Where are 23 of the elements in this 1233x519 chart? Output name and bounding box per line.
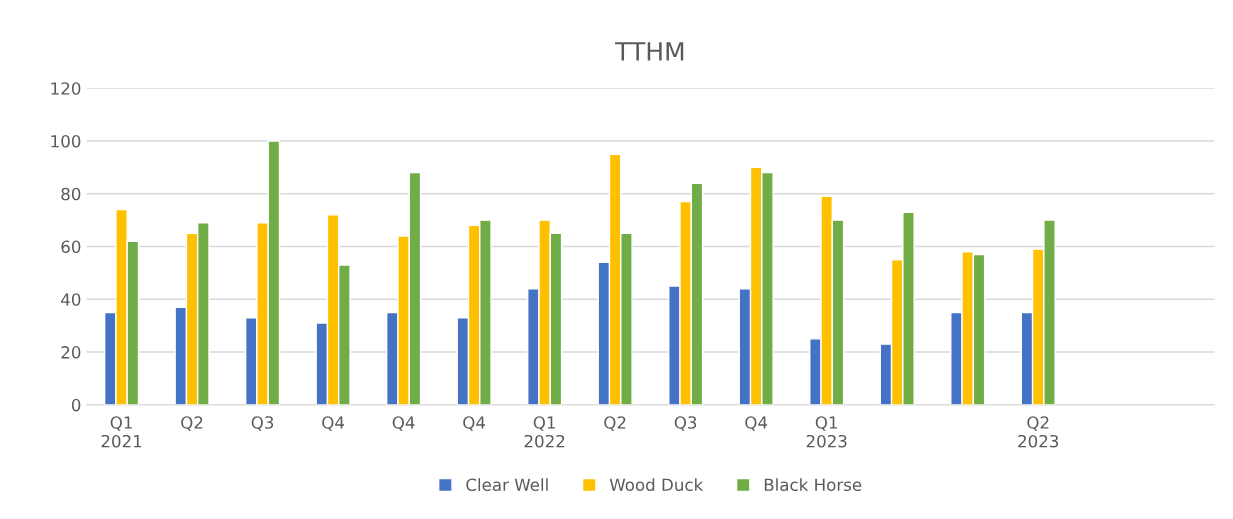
x-tick-label: Q1 2021 <box>101 416 142 448</box>
y-tick-label: 20 <box>61 346 81 359</box>
x-tick-label: Q1 2022 <box>524 416 565 448</box>
y-tick-label: 60 <box>61 240 81 254</box>
legend-label: Black Horse <box>764 478 862 492</box>
chart-title: TTHM <box>615 42 684 61</box>
x-tick-label: Q1 2023 <box>806 416 847 448</box>
x-tick-label: Q4 <box>322 416 345 431</box>
y-tick-label: 100 <box>51 134 81 148</box>
x-tick-label: Q2 2023 <box>1018 416 1059 448</box>
x-tick-label: Q3 <box>251 416 274 431</box>
x-tick-label: Q2 <box>604 416 626 431</box>
x-tick-label: Q3 <box>674 416 697 431</box>
x-tick-label: Q4 <box>463 416 486 431</box>
x-tick-label: Q4 <box>745 416 768 431</box>
y-tick-label: 40 <box>61 293 81 306</box>
x-tick-label: Q2 <box>181 416 203 431</box>
y-tick-label: 0 <box>71 398 81 412</box>
y-tick-label: 120 <box>51 82 81 95</box>
legend-label: Clear Well <box>466 478 548 492</box>
y-tick-label: 80 <box>61 187 81 201</box>
legend-label: Wood Duck <box>609 478 704 492</box>
x-tick-label: Q4 <box>392 416 415 431</box>
